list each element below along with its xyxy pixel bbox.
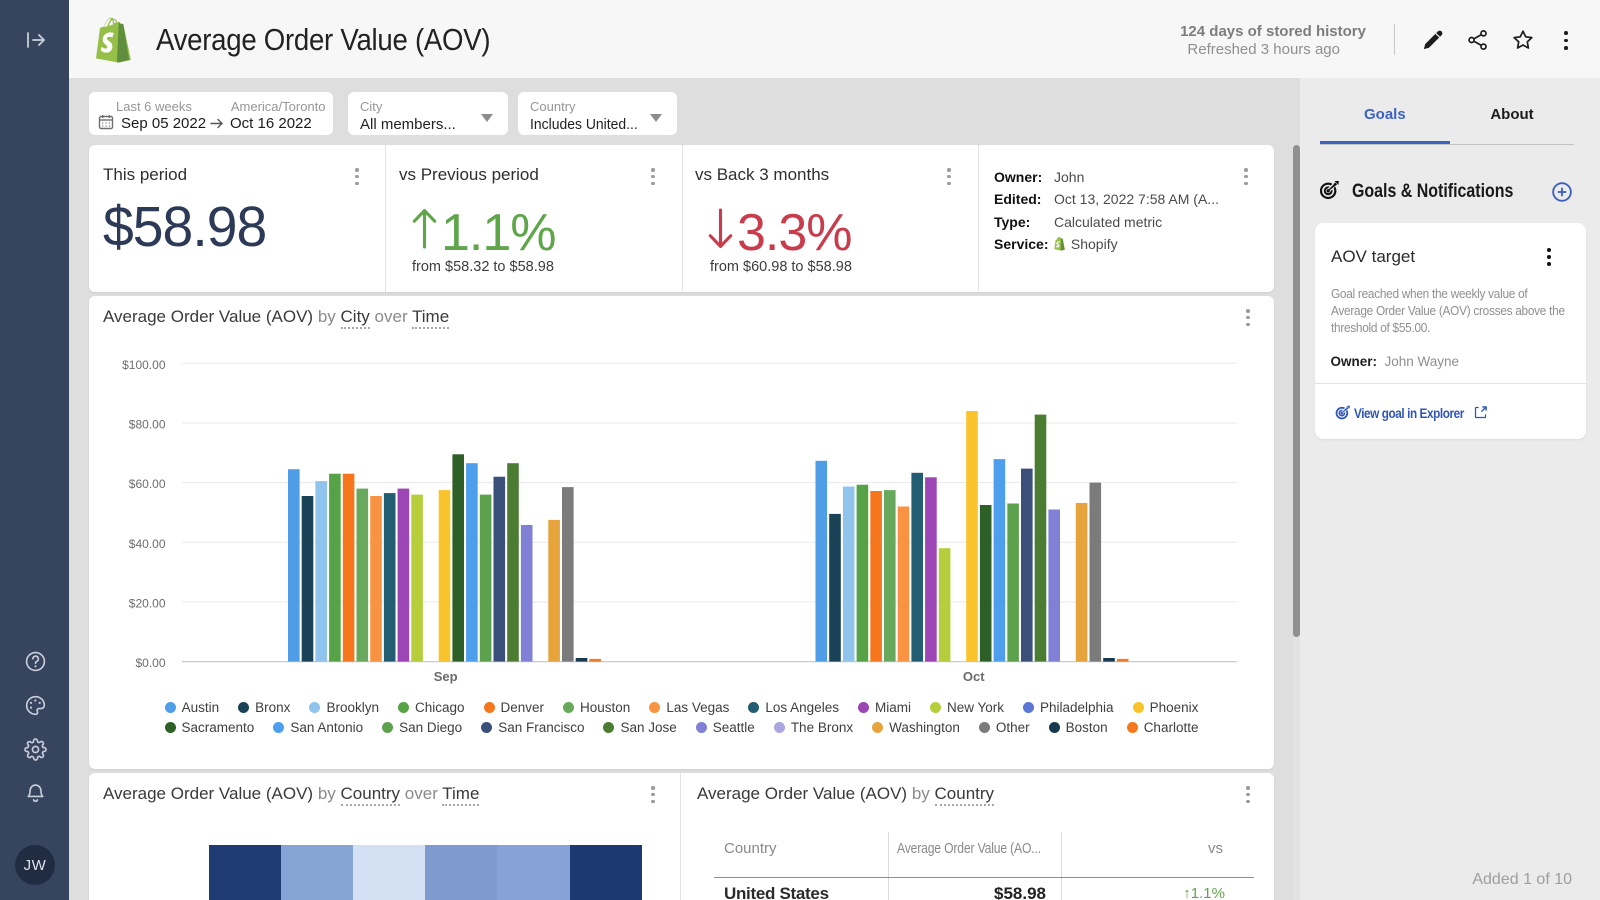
svg-text:$40.00: $40.00: [129, 537, 166, 551]
svg-text:$100.00: $100.00: [122, 358, 166, 372]
svg-text:$60.00: $60.00: [129, 477, 166, 491]
svg-text:$20.00: $20.00: [129, 596, 166, 610]
svg-text:$0.00: $0.00: [135, 656, 165, 670]
svg-text:$80.00: $80.00: [129, 418, 166, 432]
svg-text:Oct: Oct: [963, 669, 985, 684]
svg-text:Sep: Sep: [434, 669, 458, 684]
